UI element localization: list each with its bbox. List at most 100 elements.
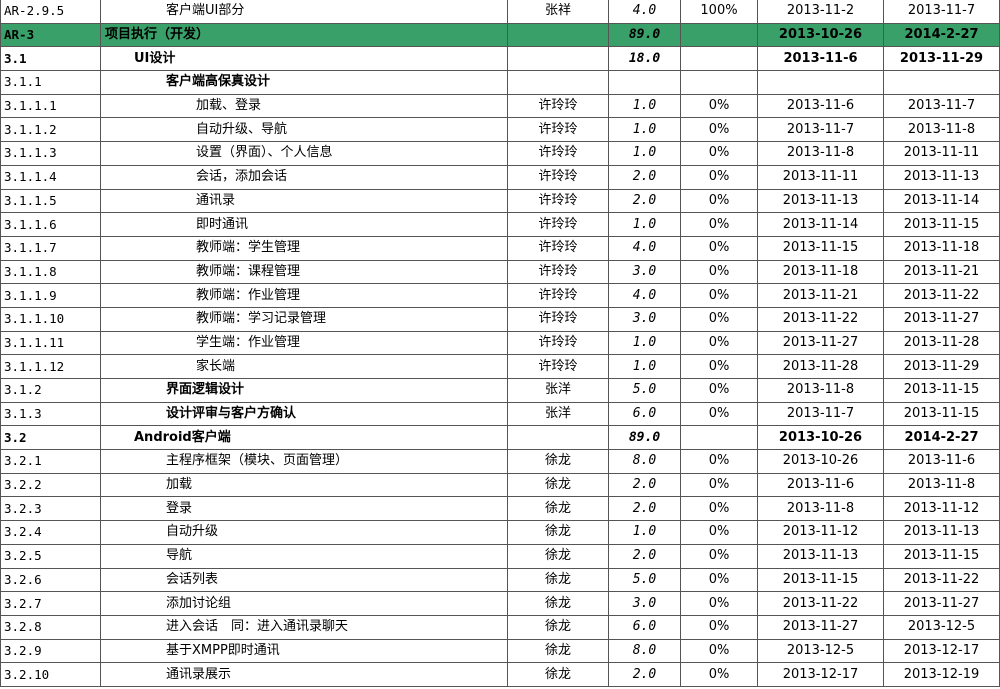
end-date-cell[interactable]: 2013-11-11: [883, 141, 1000, 166]
start-date-cell[interactable]: 2013-11-22: [757, 306, 884, 332]
duration-cell[interactable]: 3.0: [608, 591, 681, 616]
start-date-cell[interactable]: 2013-11-8: [757, 141, 884, 166]
owner-cell[interactable]: 许玲玲: [507, 93, 609, 119]
start-date-cell[interactable]: [757, 70, 884, 95]
id-cell[interactable]: 3.1.1: [0, 70, 101, 95]
task-cell[interactable]: 项目执行（开发）: [100, 22, 508, 48]
progress-cell[interactable]: 0%: [680, 259, 758, 285]
duration-cell[interactable]: 89.0: [608, 425, 681, 451]
end-date-cell[interactable]: 2014-2-27: [883, 425, 1000, 451]
task-cell[interactable]: 设置（界面）、个人信息: [100, 141, 508, 166]
owner-cell[interactable]: 许玲玲: [507, 259, 609, 285]
duration-cell[interactable]: 1.0: [608, 141, 681, 166]
start-date-cell[interactable]: 2013-11-7: [757, 401, 884, 427]
owner-cell[interactable]: 徐龙: [507, 472, 609, 498]
start-date-cell[interactable]: 2013-11-6: [757, 46, 884, 72]
progress-cell[interactable]: 0%: [680, 212, 758, 237]
id-cell[interactable]: 3.2.4: [0, 520, 101, 545]
duration-cell[interactable]: 4.0: [608, 235, 681, 261]
id-cell[interactable]: 3.2.2: [0, 472, 101, 498]
owner-cell[interactable]: 许玲玲: [507, 164, 609, 190]
task-cell[interactable]: 教师端：课程管理: [100, 259, 508, 285]
owner-cell[interactable]: 张洋: [507, 378, 609, 403]
owner-cell[interactable]: [507, 22, 609, 48]
duration-cell[interactable]: 1.0: [608, 93, 681, 119]
duration-cell[interactable]: 2.0: [608, 496, 681, 522]
start-date-cell[interactable]: 2013-10-26: [757, 449, 884, 474]
start-date-cell[interactable]: 2013-11-11: [757, 164, 884, 190]
start-date-cell[interactable]: 2013-11-18: [757, 259, 884, 285]
id-cell[interactable]: 3.1.1.3: [0, 141, 101, 166]
end-date-cell[interactable]: 2013-11-15: [883, 543, 1000, 569]
progress-cell[interactable]: 0%: [680, 188, 758, 214]
id-cell[interactable]: 3.1.1.10: [0, 306, 101, 332]
progress-cell[interactable]: 0%: [680, 638, 758, 664]
task-cell[interactable]: 教师端：作业管理: [100, 283, 508, 308]
end-date-cell[interactable]: 2013-11-12: [883, 496, 1000, 522]
start-date-cell[interactable]: 2013-11-15: [757, 235, 884, 261]
task-cell[interactable]: 登录: [100, 496, 508, 522]
duration-cell[interactable]: 5.0: [608, 567, 681, 593]
end-date-cell[interactable]: 2013-11-14: [883, 188, 1000, 214]
start-date-cell[interactable]: 2013-11-14: [757, 212, 884, 237]
id-cell[interactable]: 3.2.9: [0, 638, 101, 664]
task-cell[interactable]: 自动升级、导航: [100, 117, 508, 143]
progress-cell[interactable]: [680, 46, 758, 72]
id-cell[interactable]: 3.1.1.8: [0, 259, 101, 285]
id-cell[interactable]: 3.1.1.11: [0, 330, 101, 356]
task-cell[interactable]: 基于XMPP即时通讯: [100, 638, 508, 664]
progress-cell[interactable]: 0%: [680, 283, 758, 308]
owner-cell[interactable]: 徐龙: [507, 496, 609, 522]
start-date-cell[interactable]: 2013-11-7: [757, 117, 884, 143]
start-date-cell[interactable]: 2013-12-5: [757, 638, 884, 664]
id-cell[interactable]: 3.1.2: [0, 378, 101, 403]
progress-cell[interactable]: 0%: [680, 235, 758, 261]
end-date-cell[interactable]: 2013-11-27: [883, 591, 1000, 616]
end-date-cell[interactable]: 2013-11-22: [883, 567, 1000, 593]
id-cell[interactable]: 3.1.1.5: [0, 188, 101, 214]
duration-cell[interactable]: 4.0: [608, 0, 681, 24]
id-cell[interactable]: 3.2.10: [0, 662, 101, 687]
duration-cell[interactable]: 18.0: [608, 46, 681, 72]
task-cell[interactable]: 客户端UI部分: [100, 0, 508, 24]
duration-cell[interactable]: 8.0: [608, 638, 681, 664]
progress-cell[interactable]: 0%: [680, 164, 758, 190]
owner-cell[interactable]: 许玲玲: [507, 283, 609, 308]
end-date-cell[interactable]: 2013-11-15: [883, 401, 1000, 427]
id-cell[interactable]: 3.2.1: [0, 449, 101, 474]
task-cell[interactable]: 家长端: [100, 354, 508, 379]
start-date-cell[interactable]: 2013-11-8: [757, 378, 884, 403]
id-cell[interactable]: 3.2.3: [0, 496, 101, 522]
progress-cell[interactable]: 0%: [680, 662, 758, 687]
owner-cell[interactable]: [507, 425, 609, 451]
owner-cell[interactable]: 许玲玲: [507, 354, 609, 379]
task-cell[interactable]: 界面逻辑设计: [100, 378, 508, 403]
id-cell[interactable]: 3.2.5: [0, 543, 101, 569]
owner-cell[interactable]: [507, 46, 609, 72]
owner-cell[interactable]: 许玲玲: [507, 235, 609, 261]
start-date-cell[interactable]: 2013-10-26: [757, 22, 884, 48]
end-date-cell[interactable]: 2013-11-13: [883, 164, 1000, 190]
duration-cell[interactable]: 5.0: [608, 378, 681, 403]
owner-cell[interactable]: 徐龙: [507, 662, 609, 687]
end-date-cell[interactable]: 2013-11-6: [883, 449, 1000, 474]
progress-cell[interactable]: 0%: [680, 520, 758, 545]
progress-cell[interactable]: 0%: [680, 543, 758, 569]
start-date-cell[interactable]: 2013-11-27: [757, 614, 884, 640]
owner-cell[interactable]: 许玲玲: [507, 117, 609, 143]
task-cell[interactable]: 客户端高保真设计: [100, 70, 508, 95]
id-cell[interactable]: 3.1: [0, 46, 101, 72]
task-cell[interactable]: 教师端：学习记录管理: [100, 306, 508, 332]
id-cell[interactable]: 3.2: [0, 425, 101, 451]
owner-cell[interactable]: [507, 70, 609, 95]
id-cell[interactable]: AR-2.9.5: [0, 0, 101, 24]
task-cell[interactable]: 添加讨论组: [100, 591, 508, 616]
owner-cell[interactable]: 许玲玲: [507, 141, 609, 166]
end-date-cell[interactable]: 2013-12-5: [883, 614, 1000, 640]
end-date-cell[interactable]: 2013-11-15: [883, 378, 1000, 403]
owner-cell[interactable]: 徐龙: [507, 520, 609, 545]
task-cell[interactable]: 导航: [100, 543, 508, 569]
id-cell[interactable]: AR-3: [0, 22, 101, 48]
task-cell[interactable]: 即时通讯: [100, 212, 508, 237]
duration-cell[interactable]: 6.0: [608, 401, 681, 427]
